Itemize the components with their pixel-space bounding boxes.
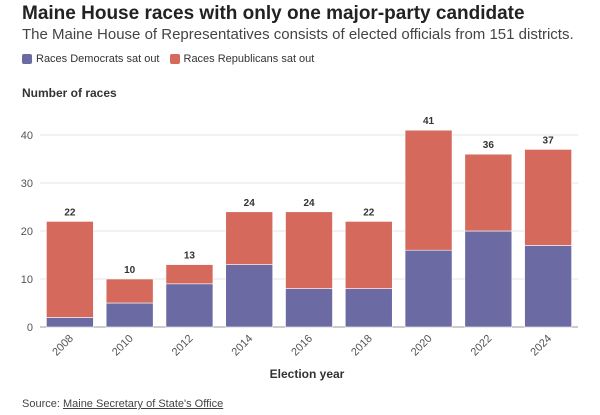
bar-segment-republicans[interactable] [524, 149, 572, 246]
bar-segment-democrats[interactable] [165, 283, 214, 328]
source-prefix: Source: [22, 398, 63, 410]
bar-total-label: 22 [64, 207, 76, 218]
x-axis-ticks: 2008 2010 2012 2014 2016 2018 2020 2022 2024 [50, 333, 554, 359]
y-tick-label: 0 [27, 322, 33, 334]
bar-total-label: 24 [303, 198, 315, 209]
bar-segment-democrats[interactable] [464, 230, 513, 328]
legend: Races Democrats sat out Races Republican… [22, 53, 324, 65]
stacked-bar-chart: Number of races 0 10 20 30 40 22 10 13 24 24 22 41… [21, 86, 578, 381]
x-tick-label: 2010 [110, 333, 136, 359]
x-tick-label: 2014 [230, 333, 256, 359]
legend-item-democrats[interactable]: Races Democrats sat out [22, 53, 160, 65]
bar-total-label: 24 [244, 198, 256, 209]
bar-total-label: 41 [423, 116, 435, 127]
chart-title: Maine House races with only one major-pa… [22, 3, 525, 24]
bar-segment-republicans[interactable] [165, 264, 214, 285]
y-tick-label: 20 [21, 226, 33, 238]
source-link[interactable]: Maine Secretary of State's Office [62, 398, 224, 410]
bar-segment-democrats[interactable] [285, 288, 333, 328]
x-tick-label: 2018 [349, 333, 375, 359]
bar-segment-democrats[interactable] [105, 302, 154, 328]
bar-segment-republicans[interactable] [285, 211, 333, 289]
legend-swatch-republicans [169, 54, 180, 64]
x-tick-label: 2012 [170, 333, 196, 359]
x-tick-label: 2022 [469, 333, 495, 359]
bar-segment-democrats[interactable] [404, 249, 453, 328]
bar-segment-republicans[interactable] [105, 278, 154, 304]
y-axis-ticks: 0 10 20 30 40 [21, 130, 33, 334]
legend-label-democrats: Races Democrats sat out [36, 53, 160, 65]
x-tick-label: 2008 [50, 333, 76, 359]
y-axis-title: Number of races [22, 86, 117, 100]
source-line: Source: Maine Secretary of State's Offic… [22, 398, 223, 410]
legend-item-republicans[interactable]: Races Republicans sat out [169, 53, 315, 65]
bar-segment-republicans[interactable] [225, 211, 274, 265]
x-tick-label: 2020 [409, 333, 435, 359]
bar-segment-democrats[interactable] [524, 245, 572, 328]
bar-total-label: 22 [363, 207, 375, 218]
legend-label-republicans: Races Republicans sat out [183, 53, 315, 65]
y-tick-label: 40 [21, 130, 33, 142]
bar-segment-republicans[interactable] [464, 153, 513, 232]
x-tick-label: 2024 [528, 333, 554, 359]
bar-segment-republicans[interactable] [344, 221, 393, 289]
bar-segment-democrats[interactable] [225, 264, 274, 328]
chart-subtitle: The Maine House of Representatives consi… [22, 26, 574, 43]
bar-total-label: 10 [124, 265, 136, 276]
legend-swatch-democrats [22, 54, 32, 64]
bar-total-label: 13 [184, 251, 196, 262]
x-axis-title: Election year [270, 367, 345, 381]
y-tick-label: 30 [21, 178, 33, 190]
x-tick-label: 2016 [289, 333, 315, 359]
y-tick-label: 10 [21, 274, 33, 286]
bar-segment-republicans[interactable] [46, 221, 94, 318]
bar-total-label: 37 [543, 135, 555, 146]
bar-total-label: 36 [483, 140, 495, 151]
bar-segment-republicans[interactable] [404, 129, 453, 251]
bar-segment-democrats[interactable] [344, 288, 393, 328]
bar-segment-democrats[interactable] [46, 317, 94, 328]
bars: 22 10 13 24 24 22 41 36 37 [46, 116, 572, 328]
